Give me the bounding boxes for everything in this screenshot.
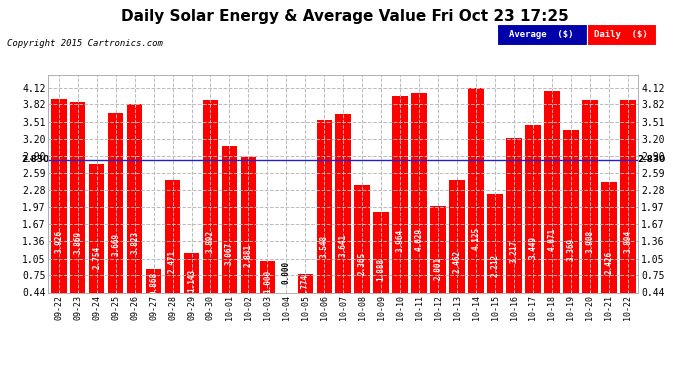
- Bar: [487, 194, 503, 317]
- Text: Copyright 2015 Cartronics.com: Copyright 2015 Cartronics.com: [7, 39, 163, 48]
- Text: 3.067: 3.067: [225, 242, 234, 265]
- Text: 2.462: 2.462: [453, 250, 462, 273]
- Text: 2.471: 2.471: [168, 250, 177, 273]
- Bar: [393, 96, 408, 317]
- Text: 3.869: 3.869: [73, 231, 82, 254]
- Bar: [469, 87, 484, 317]
- Text: 3.964: 3.964: [395, 229, 404, 252]
- Text: 2.365: 2.365: [357, 251, 367, 274]
- Text: 3.641: 3.641: [339, 234, 348, 257]
- Bar: [373, 212, 389, 317]
- Text: 1.000: 1.000: [263, 270, 272, 294]
- Text: 4.071: 4.071: [547, 228, 556, 251]
- Text: 2.426: 2.426: [604, 251, 613, 274]
- Bar: [184, 254, 199, 317]
- Text: 3.926: 3.926: [55, 230, 63, 253]
- Text: 3.669: 3.669: [111, 233, 120, 256]
- Bar: [51, 99, 66, 317]
- Bar: [335, 114, 351, 317]
- Text: 3.449: 3.449: [529, 236, 538, 260]
- Bar: [355, 185, 370, 317]
- Bar: [411, 93, 427, 317]
- Bar: [525, 125, 541, 317]
- Bar: [203, 100, 218, 317]
- Text: 0.868: 0.868: [149, 272, 158, 296]
- Bar: [317, 120, 332, 317]
- Bar: [620, 100, 635, 317]
- Bar: [297, 274, 313, 317]
- Text: 2.754: 2.754: [92, 246, 101, 269]
- Bar: [582, 100, 598, 317]
- Text: 2.830: 2.830: [21, 155, 49, 164]
- Bar: [146, 269, 161, 317]
- Bar: [449, 180, 465, 317]
- Text: 3.217: 3.217: [509, 240, 518, 262]
- Text: 2.001: 2.001: [433, 256, 442, 280]
- Bar: [89, 164, 104, 317]
- Bar: [544, 90, 560, 317]
- Text: 3.894: 3.894: [623, 230, 632, 253]
- Bar: [241, 157, 256, 317]
- Text: Average  ($): Average ($): [509, 30, 574, 39]
- Bar: [506, 138, 522, 317]
- Text: 3.892: 3.892: [206, 230, 215, 253]
- Bar: [127, 104, 142, 317]
- Text: 4.029: 4.029: [415, 228, 424, 251]
- Text: 3.548: 3.548: [319, 235, 329, 258]
- Bar: [165, 180, 180, 317]
- Bar: [431, 206, 446, 317]
- Bar: [563, 130, 579, 317]
- Text: 2.830: 2.830: [638, 155, 666, 164]
- Bar: [221, 146, 237, 317]
- Text: Daily Solar Energy & Average Value Fri Oct 23 17:25: Daily Solar Energy & Average Value Fri O…: [121, 9, 569, 24]
- Bar: [108, 113, 124, 317]
- Text: 3.908: 3.908: [585, 230, 594, 253]
- Bar: [601, 182, 617, 317]
- Bar: [70, 102, 86, 317]
- Text: 3.823: 3.823: [130, 231, 139, 254]
- Text: 0.774: 0.774: [301, 273, 310, 297]
- Text: 2.212: 2.212: [491, 254, 500, 277]
- Text: 2.881: 2.881: [244, 244, 253, 267]
- Bar: [259, 261, 275, 317]
- Text: 0.000: 0.000: [282, 261, 291, 284]
- Text: Daily  ($): Daily ($): [594, 30, 648, 39]
- Text: 1.143: 1.143: [187, 268, 196, 291]
- Text: 1.888: 1.888: [377, 258, 386, 281]
- Text: 3.369: 3.369: [566, 237, 575, 261]
- Text: 4.125: 4.125: [471, 227, 480, 250]
